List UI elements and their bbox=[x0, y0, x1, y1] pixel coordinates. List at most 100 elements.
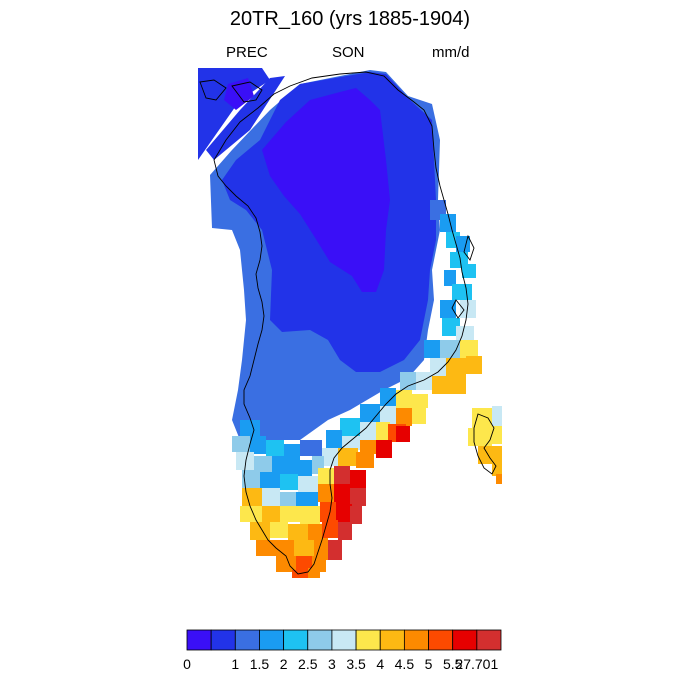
map-cell-paleblue bbox=[492, 406, 502, 426]
map-cell-cyan bbox=[462, 264, 476, 278]
map-cell-darkred bbox=[334, 466, 350, 484]
colorbar-box bbox=[307, 629, 333, 651]
variable-label: PREC bbox=[226, 44, 268, 61]
map-cell-darkred bbox=[350, 506, 362, 524]
map-cell-cyan bbox=[280, 474, 298, 490]
map-cell-skyblue bbox=[296, 492, 318, 508]
colorbar-tick-label: 5.5 bbox=[443, 656, 463, 672]
map-cell-skyblue bbox=[424, 340, 440, 358]
map-cell-paleblue bbox=[262, 488, 280, 506]
map-cell-red bbox=[376, 440, 392, 458]
map-cell-red bbox=[350, 470, 366, 488]
map-cell-yellow bbox=[270, 522, 288, 538]
map-cell-yellow bbox=[376, 422, 390, 440]
coastline-segment bbox=[199, 79, 227, 101]
map-cell-darkred bbox=[350, 488, 366, 506]
map-cell-gold bbox=[242, 488, 262, 506]
map-cell-orange bbox=[396, 408, 412, 426]
map-cell-cyan bbox=[266, 440, 284, 456]
map-cell-gold bbox=[492, 460, 502, 476]
map-cell-gold bbox=[432, 376, 466, 394]
map-cell-red bbox=[336, 504, 352, 524]
map-cell-gold bbox=[446, 358, 466, 376]
colorbar-box bbox=[210, 629, 236, 651]
map-cell-skyblue bbox=[272, 456, 292, 474]
colorbar-box bbox=[283, 629, 309, 651]
map-cell-lightblue bbox=[242, 470, 260, 488]
colorbar-box bbox=[331, 629, 357, 651]
map-cell-yellow bbox=[396, 390, 412, 408]
map-cell-paleblue bbox=[298, 476, 318, 494]
map-cell-orange bbox=[356, 452, 374, 468]
map-cell-orange bbox=[308, 524, 322, 540]
colorbar-box bbox=[234, 629, 260, 651]
colorbar-box bbox=[259, 629, 285, 651]
map-cell-paleblue bbox=[430, 358, 446, 376]
map-cell-yellow bbox=[492, 426, 502, 444]
map-cell-orange bbox=[276, 556, 296, 572]
colorbar-tick-label: 4.5 bbox=[395, 656, 415, 672]
map-cell-paleblue bbox=[416, 372, 432, 390]
map-cell-skyblue bbox=[250, 436, 266, 454]
map-cell-skyblue bbox=[260, 472, 280, 488]
colorbar-box bbox=[403, 629, 429, 651]
map-cell-lightblue bbox=[440, 340, 460, 358]
colorbar-tick-label: 5 bbox=[425, 656, 433, 672]
map-cell-lightblue bbox=[280, 492, 298, 508]
map-cell-darkred bbox=[328, 540, 342, 560]
map-cell-gold bbox=[262, 506, 280, 524]
colorbar-box bbox=[428, 629, 454, 651]
map-cell-skyblue bbox=[456, 236, 470, 252]
colorbar-boxes bbox=[186, 629, 502, 651]
coastline bbox=[199, 71, 497, 575]
map-cell-paleblue bbox=[236, 452, 254, 470]
map-region-summit bbox=[262, 88, 390, 292]
map-cell-orange bbox=[278, 540, 294, 558]
map-cell-skyblue bbox=[440, 300, 456, 318]
map-cell-red bbox=[396, 426, 410, 442]
season-label: SON bbox=[332, 44, 365, 61]
map-cell-cyan bbox=[442, 318, 460, 336]
colorbar-box bbox=[186, 629, 212, 651]
map-cell-skyblue bbox=[326, 430, 342, 448]
map-cell-paleblue bbox=[342, 436, 362, 450]
colorbar-box bbox=[355, 629, 381, 651]
colorbar-box bbox=[452, 629, 478, 651]
map-cell-orange bbox=[318, 484, 334, 502]
map-cell-paleblue bbox=[380, 406, 396, 424]
map-cell-yellow bbox=[318, 468, 336, 484]
coastline-segment bbox=[463, 234, 475, 261]
map-cell-cyan bbox=[340, 418, 360, 436]
coastline-segment bbox=[473, 413, 497, 475]
colorbar-tick-label: 0 bbox=[183, 656, 191, 672]
colorbar-tick-label: 27.701 bbox=[455, 656, 498, 672]
map-cell-paleblue bbox=[322, 448, 338, 466]
colorbar-tick-label: 1 bbox=[231, 656, 239, 672]
colorbar-tick-label: 2.5 bbox=[298, 656, 318, 672]
map-cell-gold bbox=[466, 356, 482, 374]
map-cell-yellow bbox=[240, 506, 262, 522]
map-cell-yellow bbox=[412, 408, 426, 424]
colorbar-tick-label: 3.5 bbox=[346, 656, 366, 672]
map-cell-yellow bbox=[472, 408, 492, 428]
map-cell-darkred bbox=[338, 522, 352, 540]
map-cell-skyblue bbox=[240, 420, 260, 436]
map-cell-yellow bbox=[460, 340, 478, 358]
map-cell-lightblue bbox=[232, 436, 250, 452]
map-cell-skyblue bbox=[444, 270, 456, 286]
map-cell-skyblue bbox=[440, 214, 456, 232]
coastline-segment bbox=[231, 81, 263, 103]
map-cell-lightblue bbox=[254, 456, 272, 472]
colorbar-tick-label: 4 bbox=[376, 656, 384, 672]
map-cell-gold bbox=[288, 524, 308, 542]
map-cell-skyblue bbox=[380, 388, 396, 406]
colorbar-tick-label: 3 bbox=[328, 656, 336, 672]
map-cell-gold bbox=[478, 446, 502, 464]
map-cell-red bbox=[334, 484, 350, 506]
map-cell-yellow bbox=[280, 506, 300, 522]
map-cell-skyblue bbox=[292, 460, 312, 478]
map-cell-orange bbox=[360, 440, 376, 454]
map-cell-redorange bbox=[320, 502, 336, 522]
